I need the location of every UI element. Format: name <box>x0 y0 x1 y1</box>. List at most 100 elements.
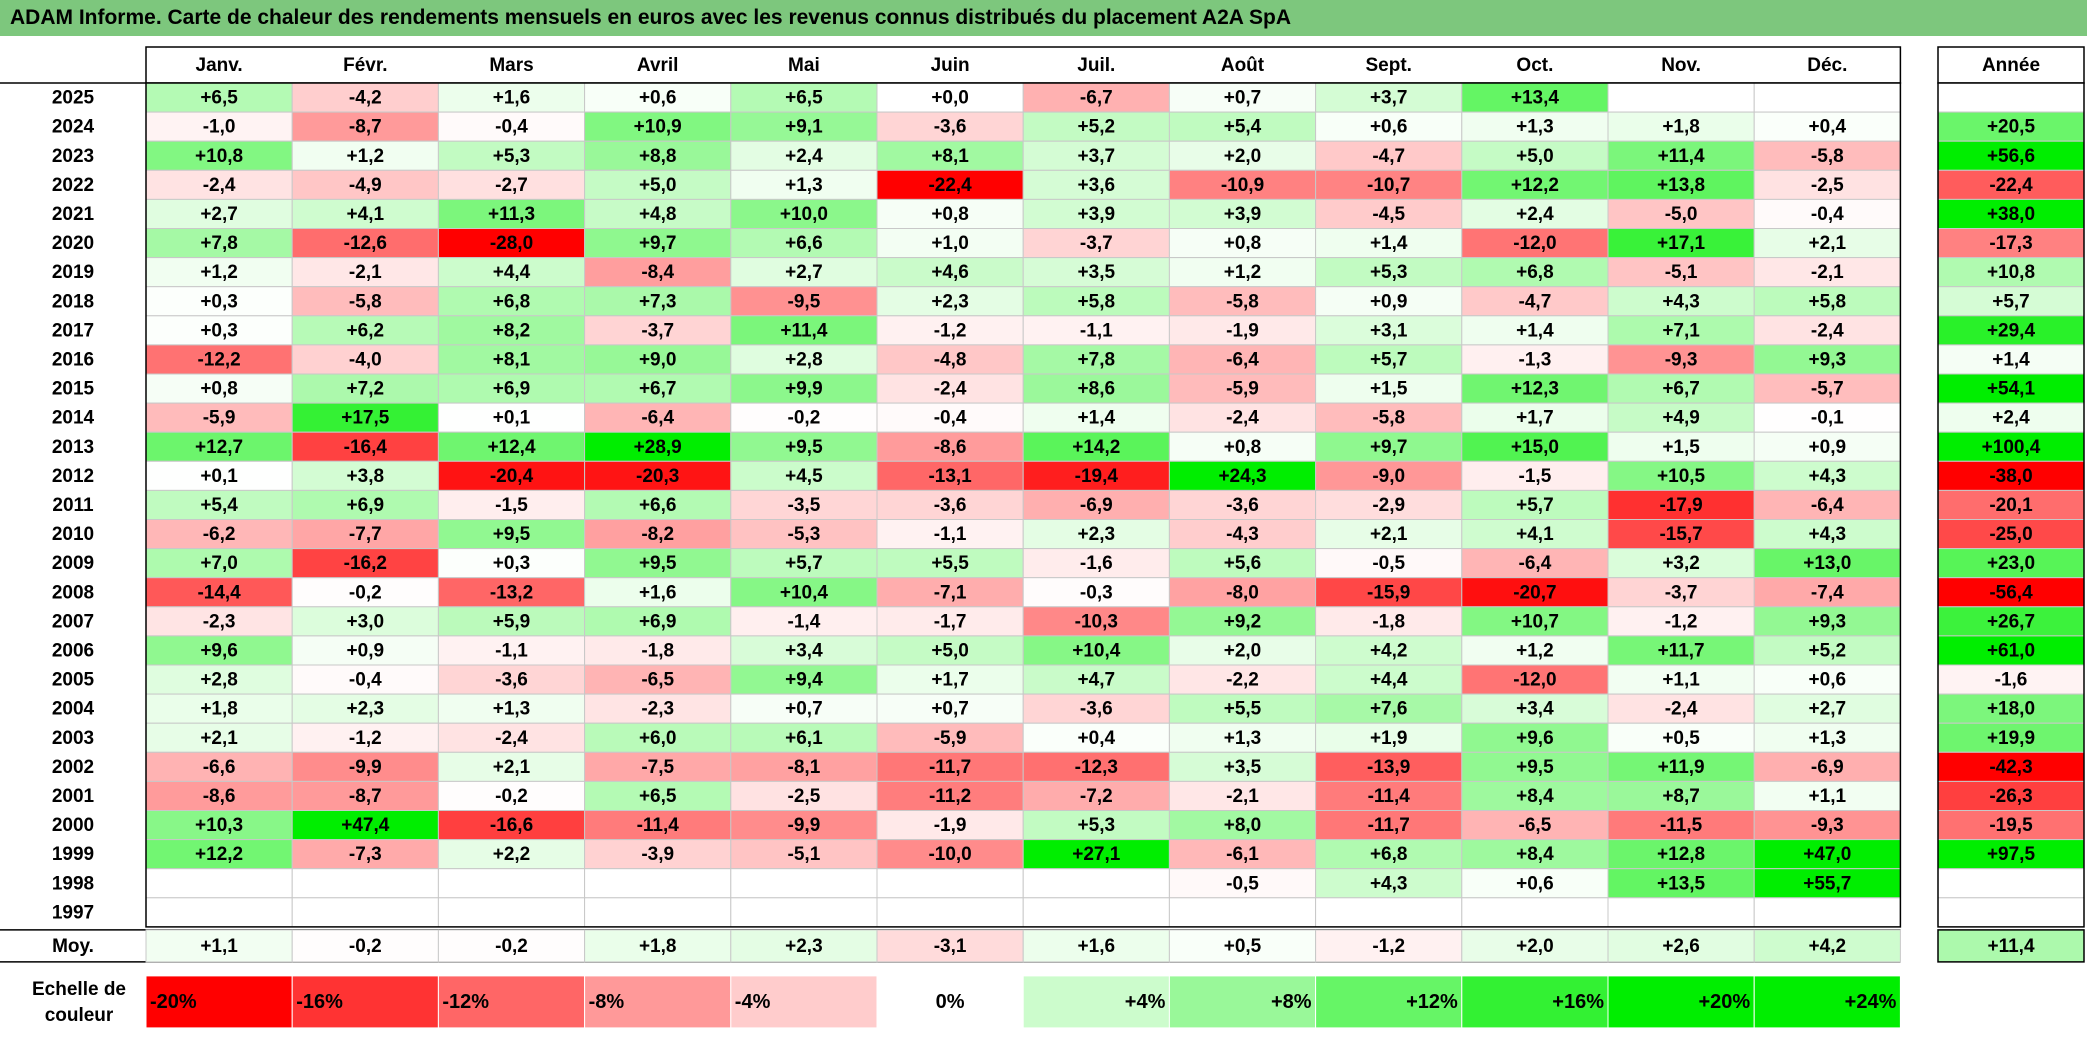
cell-value: -5,1 <box>1665 262 1698 283</box>
heatmap-cell <box>437 839 586 870</box>
cell-value: -7,5 <box>641 757 674 778</box>
cell-value: -10,0 <box>928 844 971 865</box>
heatmap-cell <box>584 431 732 462</box>
heatmap-cell <box>1315 460 1463 491</box>
heatmap-cell <box>1315 489 1463 520</box>
annual-value: +2,4 <box>1992 408 2030 429</box>
cell-value: -8,6 <box>934 437 967 458</box>
cell-value: +0,4 <box>1078 728 1116 749</box>
heatmap-cell <box>1607 780 1755 812</box>
cell-value: -4,0 <box>349 349 382 370</box>
year-label: 2004 <box>52 699 95 720</box>
heatmap-cell <box>437 460 586 491</box>
cell-value: +0,5 <box>1662 728 1700 749</box>
heatmap-cell <box>291 198 439 229</box>
cell-value: +9,5 <box>785 437 823 458</box>
year-label: 2006 <box>52 640 94 661</box>
cell-value: +7,3 <box>639 291 677 312</box>
heatmap-cell <box>876 519 1024 550</box>
heatmap-cell <box>876 460 1024 491</box>
heatmap-cell <box>584 489 732 520</box>
cell-value: -2,4 <box>203 175 236 196</box>
cell-value: +7,1 <box>1662 320 1700 341</box>
heatmap-cell <box>145 664 293 695</box>
scale-stop-label: 0% <box>936 991 965 1013</box>
year-label: 2023 <box>52 146 94 167</box>
heatmap-cell <box>1168 373 1317 404</box>
cell-value: -1,8 <box>1372 611 1405 632</box>
average-cell <box>1168 929 1317 963</box>
cell-value: +1,6 <box>493 88 531 109</box>
cell-value: +0,1 <box>493 408 531 429</box>
cell-value: +4,1 <box>1516 524 1554 545</box>
cell-value: +5,6 <box>1224 553 1262 574</box>
cell-value: -6,7 <box>1080 88 1113 109</box>
scale-stop-label: +4% <box>1125 991 1166 1013</box>
cell-value: -11,7 <box>1368 815 1410 836</box>
cell-value: +3,6 <box>1078 175 1116 196</box>
cell-value: +13,5 <box>1657 873 1706 894</box>
month-header-label: Mai <box>788 55 820 76</box>
average-cell <box>291 929 439 963</box>
cell-value: -3,9 <box>641 844 674 865</box>
cell-value: -0,5 <box>1372 553 1405 574</box>
heatmap-cell <box>1753 257 1901 288</box>
heatmap-cell <box>730 140 878 171</box>
heatmap-cell <box>1315 198 1463 229</box>
heatmap-cell <box>1315 722 1463 753</box>
year-label: 2008 <box>52 582 94 603</box>
cell-value: -1,1 <box>934 524 967 545</box>
heatmap-cell <box>876 257 1024 288</box>
cell-value: +1,0 <box>931 233 969 254</box>
cell-value: -4,9 <box>349 175 382 196</box>
cell-value: -3,7 <box>1665 582 1698 603</box>
annual-value: +97,5 <box>1987 844 2036 865</box>
heatmap-cell <box>1607 839 1755 870</box>
cell-value: +3,4 <box>785 640 823 661</box>
heatmap-cell <box>291 635 439 666</box>
cell-value: -5,8 <box>1226 291 1259 312</box>
cell-value: +12,3 <box>1511 379 1559 400</box>
heatmap-cell <box>1315 751 1463 782</box>
month-header-label: Mars <box>489 55 533 76</box>
heatmap-cell <box>730 751 878 782</box>
scale-swatch <box>1315 975 1463 1029</box>
cell-value: +1,5 <box>1370 379 1408 400</box>
heatmap-cell <box>1168 315 1317 346</box>
heatmap-cell <box>437 606 586 637</box>
cell-value: -4,7 <box>1519 291 1552 312</box>
cell-value: +0,4 <box>1809 117 1847 138</box>
heatmap-cell <box>437 489 586 520</box>
heatmap-cell <box>1168 897 1317 928</box>
average-value: +1,1 <box>200 936 238 957</box>
cell-value: +9,7 <box>639 233 677 254</box>
heatmap-cell <box>730 577 878 608</box>
heatmap-cell <box>730 548 878 579</box>
cell-value: +0,3 <box>200 291 238 312</box>
cell-value: +2,0 <box>1224 640 1262 661</box>
cell-value: -8,1 <box>788 757 821 778</box>
cell-value: +5,5 <box>931 553 969 574</box>
cell-value: -5,7 <box>1811 379 1844 400</box>
heatmap-cell <box>1607 344 1755 375</box>
heatmap-cell <box>876 722 1024 753</box>
cell-value: -13,1 <box>928 466 972 487</box>
annual-value: -19,5 <box>1989 815 2033 836</box>
heatmap-cell <box>1753 606 1901 637</box>
heatmap-cell <box>1461 228 1609 259</box>
cell-value: -7,4 <box>1811 582 1844 603</box>
heatmap-cell <box>1753 664 1901 695</box>
heatmap-cell <box>291 548 439 579</box>
heatmap-cell <box>1022 140 1170 171</box>
cell-value: +3,0 <box>347 611 385 632</box>
cell-value: +0,9 <box>1370 291 1408 312</box>
cell-value: +6,8 <box>1516 262 1554 283</box>
cell-value: +13,0 <box>1803 553 1851 574</box>
heatmap-cell <box>584 548 732 579</box>
heatmap-cell <box>1461 839 1609 870</box>
cell-value: -5,9 <box>934 728 967 749</box>
average-value: +0,5 <box>1224 936 1262 957</box>
cell-value: +27,1 <box>1072 844 1121 865</box>
heatmap-cell <box>145 577 293 608</box>
